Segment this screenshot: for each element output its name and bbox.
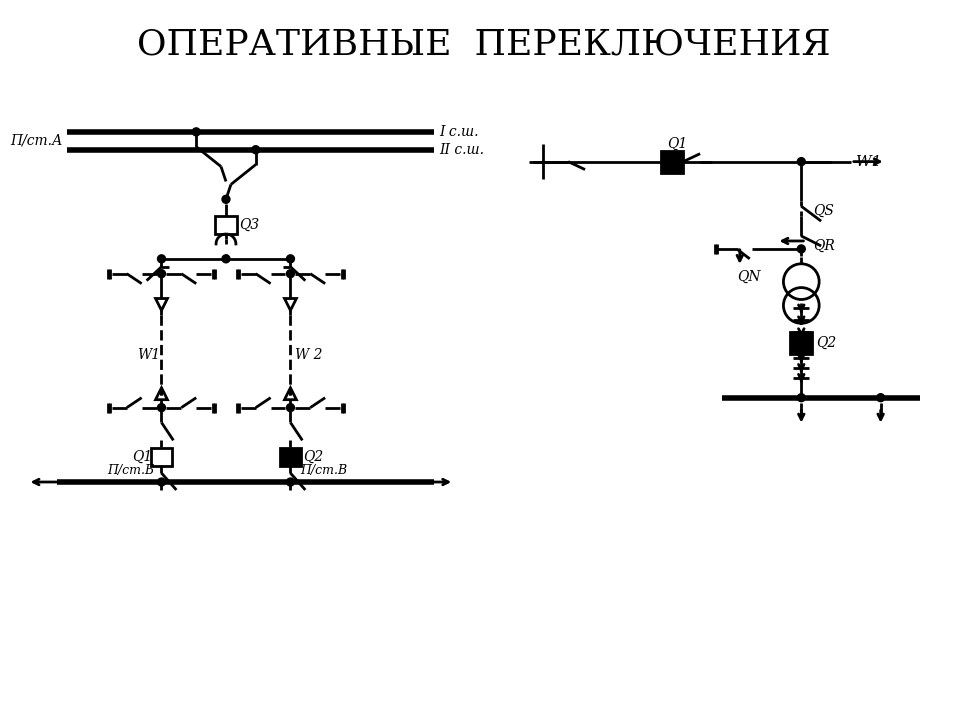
Bar — [215, 216, 237, 234]
Circle shape — [157, 404, 165, 412]
Circle shape — [252, 145, 260, 153]
Bar — [790, 332, 812, 354]
Circle shape — [798, 158, 805, 166]
Text: W1: W1 — [136, 348, 159, 362]
Text: II с.ш.: II с.ш. — [440, 143, 484, 157]
Bar — [151, 449, 173, 466]
Bar — [661, 150, 684, 173]
Circle shape — [876, 394, 884, 402]
Text: П/ст.Б: П/ст.Б — [107, 464, 154, 477]
Circle shape — [798, 394, 805, 402]
Circle shape — [286, 255, 295, 263]
Bar — [279, 449, 301, 466]
Text: Q3: Q3 — [239, 218, 259, 232]
Text: QR: QR — [813, 239, 835, 253]
Circle shape — [286, 270, 295, 278]
Text: Q2: Q2 — [816, 336, 836, 350]
Text: П/ст.В: П/ст.В — [300, 464, 348, 477]
Circle shape — [798, 245, 805, 253]
Text: П/ст.А: П/ст.А — [10, 134, 62, 148]
Circle shape — [222, 255, 230, 263]
Text: Q1: Q1 — [667, 137, 687, 150]
Circle shape — [192, 128, 201, 136]
Text: I с.ш.: I с.ш. — [440, 125, 479, 139]
Text: W 2: W 2 — [296, 348, 323, 362]
Text: Q1: Q1 — [132, 450, 152, 464]
Circle shape — [157, 255, 165, 263]
Text: W1: W1 — [856, 155, 881, 168]
Circle shape — [286, 478, 295, 486]
Text: ОПЕРАТИВНЫЕ  ПЕРЕКЛЮЧЕНИЯ: ОПЕРАТИВНЫЕ ПЕРЕКЛЮЧЕНИЯ — [137, 27, 830, 62]
Circle shape — [157, 270, 165, 278]
Circle shape — [157, 478, 165, 486]
Text: QS: QS — [813, 204, 834, 218]
Circle shape — [286, 404, 295, 412]
Circle shape — [222, 195, 230, 203]
Text: Q2: Q2 — [303, 450, 324, 464]
Text: QN: QN — [737, 270, 760, 284]
